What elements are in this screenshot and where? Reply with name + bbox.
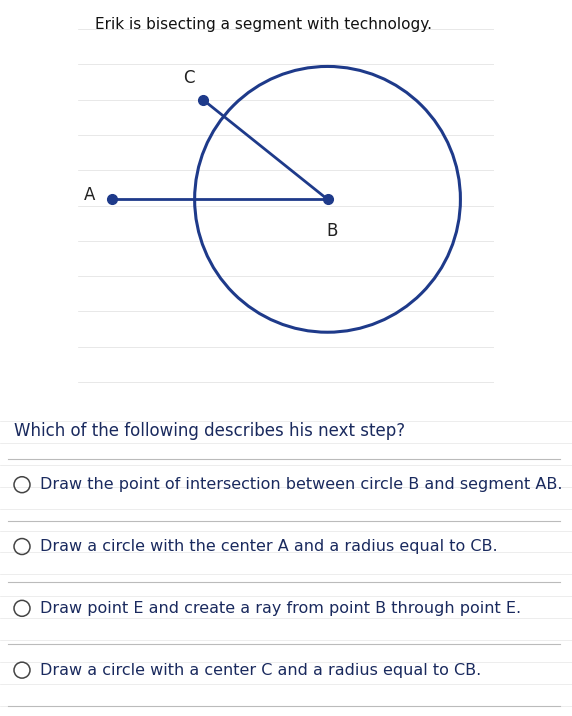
Text: Which of the following describes his next step?: Which of the following describes his nex… <box>14 422 405 440</box>
Text: C: C <box>183 69 194 87</box>
Text: Draw a circle with the center A and a radius equal to CB.: Draw a circle with the center A and a ra… <box>40 539 498 554</box>
Text: Draw a circle with a center C and a radius equal to CB.: Draw a circle with a center C and a radi… <box>40 662 481 677</box>
Text: A: A <box>84 186 95 204</box>
Text: Erik is bisecting a segment with technology.: Erik is bisecting a segment with technol… <box>95 16 432 32</box>
Text: Draw the point of intersection between circle B and segment AB.: Draw the point of intersection between c… <box>40 477 562 492</box>
Text: B: B <box>326 222 337 240</box>
Text: Draw point E and create a ray from point B through point E.: Draw point E and create a ray from point… <box>40 601 521 616</box>
